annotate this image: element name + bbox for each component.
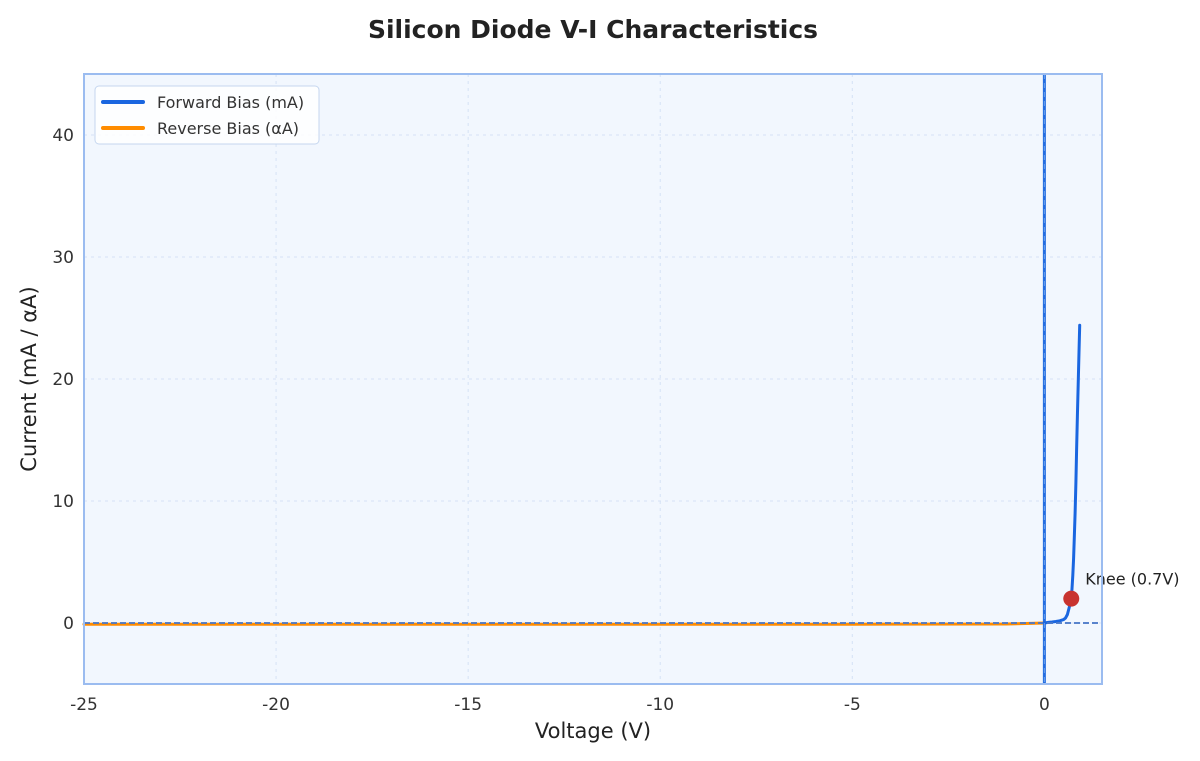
- reference-line-group: [84, 74, 1102, 684]
- legend-entry: Forward Bias (mA): [157, 93, 304, 112]
- x-axis-label: Voltage (V): [535, 719, 651, 743]
- y-axis-ticks: 0 10 20 30 40: [52, 126, 74, 634]
- x-axis-ticks: -25 -20 -15 -10 -5 0: [70, 695, 1050, 715]
- x-tick-label: -15: [454, 695, 482, 715]
- forward-bias-line: [1042, 323, 1082, 625]
- y-tick-label: 0: [63, 614, 74, 634]
- x-tick-label: -20: [262, 695, 290, 715]
- x-tick-label: -5: [844, 695, 861, 715]
- plot-frame: [83, 73, 1103, 685]
- y-axis-label: Current (mA / αA): [17, 286, 41, 471]
- legend-entry: Reverse Bias (αA): [157, 119, 299, 138]
- y-tick-label: 30: [52, 248, 74, 268]
- y-tick-label: 10: [52, 492, 74, 512]
- legend: Forward Bias (mA) Reverse Bias (αA): [94, 85, 320, 145]
- x-tick-label: 0: [1039, 695, 1050, 715]
- knee-marker: [1063, 590, 1080, 607]
- y-tick-label: 20: [52, 370, 74, 390]
- knee-annotation: Knee (0.7V): [1085, 570, 1179, 589]
- legend-box: [94, 85, 320, 145]
- x-tick-label: -10: [646, 695, 674, 715]
- plot-area: [84, 74, 1102, 684]
- chart-title: Silicon Diode V-I Characteristics: [368, 15, 818, 44]
- x-tick-label: -25: [70, 695, 98, 715]
- y-tick-label: 40: [52, 126, 74, 146]
- annotations: Knee (0.7V): [84, 74, 1180, 684]
